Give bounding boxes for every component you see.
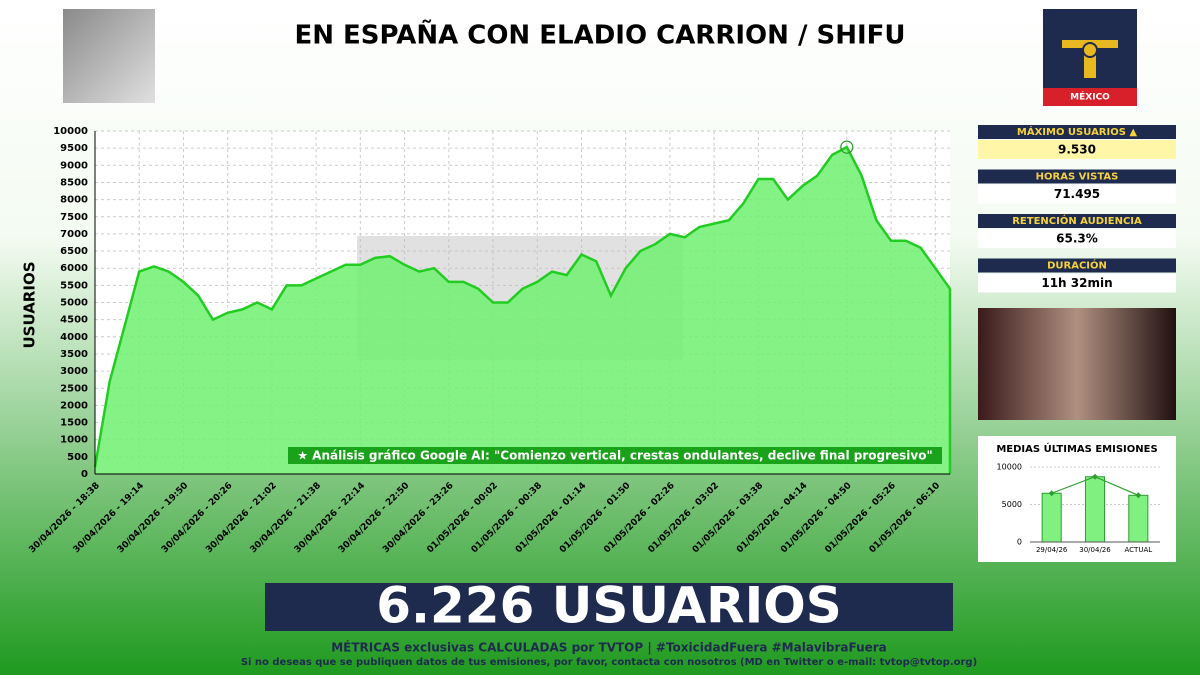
stat-header-bg — [978, 169, 1176, 184]
stat-header-bg — [978, 258, 1176, 273]
y-tick-label: 4500 — [60, 315, 88, 326]
annotation-bg — [288, 447, 942, 464]
stat-value-bg — [978, 229, 1176, 248]
stat-label: MÁXIMO USUARIOS ▲ — [1017, 125, 1138, 138]
banner-bg — [265, 583, 953, 631]
trend-marker — [1092, 473, 1098, 480]
stat-value: 65.3% — [1056, 232, 1098, 246]
mini-chart-title: MEDIAS ÚLTIMAS EMISIONES — [996, 442, 1157, 455]
y-tick-label: 8500 — [60, 177, 88, 188]
y-tick-label: 5000 — [60, 298, 88, 309]
stream-thumbnail — [978, 308, 1176, 420]
y-tick-label: 5500 — [60, 280, 88, 291]
y-tick-label: 8000 — [60, 195, 88, 206]
stat-header-bg — [978, 214, 1176, 228]
max-marker — [840, 140, 854, 154]
stat-header-bg — [978, 125, 1176, 139]
stat-value-bg — [978, 140, 1176, 159]
area-fill — [95, 147, 950, 474]
stat-value-bg — [978, 273, 1176, 293]
annotation: ★ Análisis gráfico Google AI: "Comienzo … — [297, 449, 932, 463]
stat-value-bg — [978, 184, 1176, 204]
y-axis-label: USUARIOS — [21, 262, 39, 349]
area-line — [93, 145, 952, 468]
stat-label: HORAS VISTAS — [1036, 172, 1119, 183]
banner: 6.226 USUARIOS — [376, 577, 842, 635]
bar — [1084, 476, 1106, 543]
trend-marker — [1048, 490, 1055, 497]
stat-value: 11h 32min — [1041, 276, 1112, 290]
stats-panel: MÁXIMO USUARIOS ▲ 9.530 HORAS VISTAS 71.495… — [978, 125, 1176, 293]
y-tick-label: 1500 — [60, 418, 88, 429]
y-tick-label: 3000 — [60, 366, 88, 377]
y-tick-label: 5000 — [1002, 500, 1022, 509]
x-tick-label: 30/04/26 — [1079, 546, 1111, 554]
y-tick-label: 7000 — [60, 229, 88, 240]
y-tick-label: 1000 — [60, 435, 88, 446]
page-title: EN ESPAÑA CON ELADIO CARRION / SHIFU — [294, 19, 905, 51]
y-tick-label: 9500 — [60, 143, 88, 154]
logo: MÉXICO — [1043, 9, 1137, 106]
stat-value: 71.495 — [1054, 187, 1100, 201]
y-tick-label: 3500 — [60, 349, 88, 360]
y-tick-label: 0 — [1017, 538, 1022, 547]
stat-label: RETENCIÓN AUDIENCIA — [1012, 214, 1142, 227]
y-tick-label: 6000 — [60, 263, 88, 274]
logo-mark — [1062, 40, 1118, 78]
y-tick-label: 0 — [81, 469, 88, 480]
x-tick-label: ACTUAL — [1125, 546, 1153, 554]
footer-line: MÉTRICAS exclusivas CALCULADAS por TVTOP… — [331, 640, 887, 655]
logo-band — [1043, 88, 1137, 106]
trend-marker — [1135, 492, 1142, 499]
mini-chart: 0 5000 10000 29/04/26 30/04/26 ACTUAL — [997, 463, 1160, 554]
y-tick-label: 7500 — [60, 212, 88, 223]
stat-value: 9.530 — [1058, 143, 1096, 157]
y-tick-label: 500 — [67, 452, 88, 463]
y-tick-label: 10000 — [53, 126, 88, 137]
logo-eye — [1082, 42, 1098, 58]
bar — [1041, 492, 1062, 543]
x-tick-label: 29/04/26 — [1036, 546, 1068, 554]
stat-label: DURACIÓN — [1047, 259, 1107, 272]
y-tick-label: 2500 — [60, 383, 88, 394]
streamer-photo — [63, 9, 155, 103]
footer-note: Si no deseas que se publiquen datos de t… — [241, 657, 977, 668]
bar — [1128, 494, 1149, 543]
logo-label: MÉXICO — [1070, 91, 1110, 103]
y-tick-label: 9000 — [60, 160, 88, 171]
y-tick-label: 10000 — [997, 463, 1022, 472]
y-tick-label: 4000 — [60, 332, 88, 343]
y-tick-label: 6500 — [60, 246, 88, 257]
y-tick-label: 2000 — [60, 400, 88, 411]
